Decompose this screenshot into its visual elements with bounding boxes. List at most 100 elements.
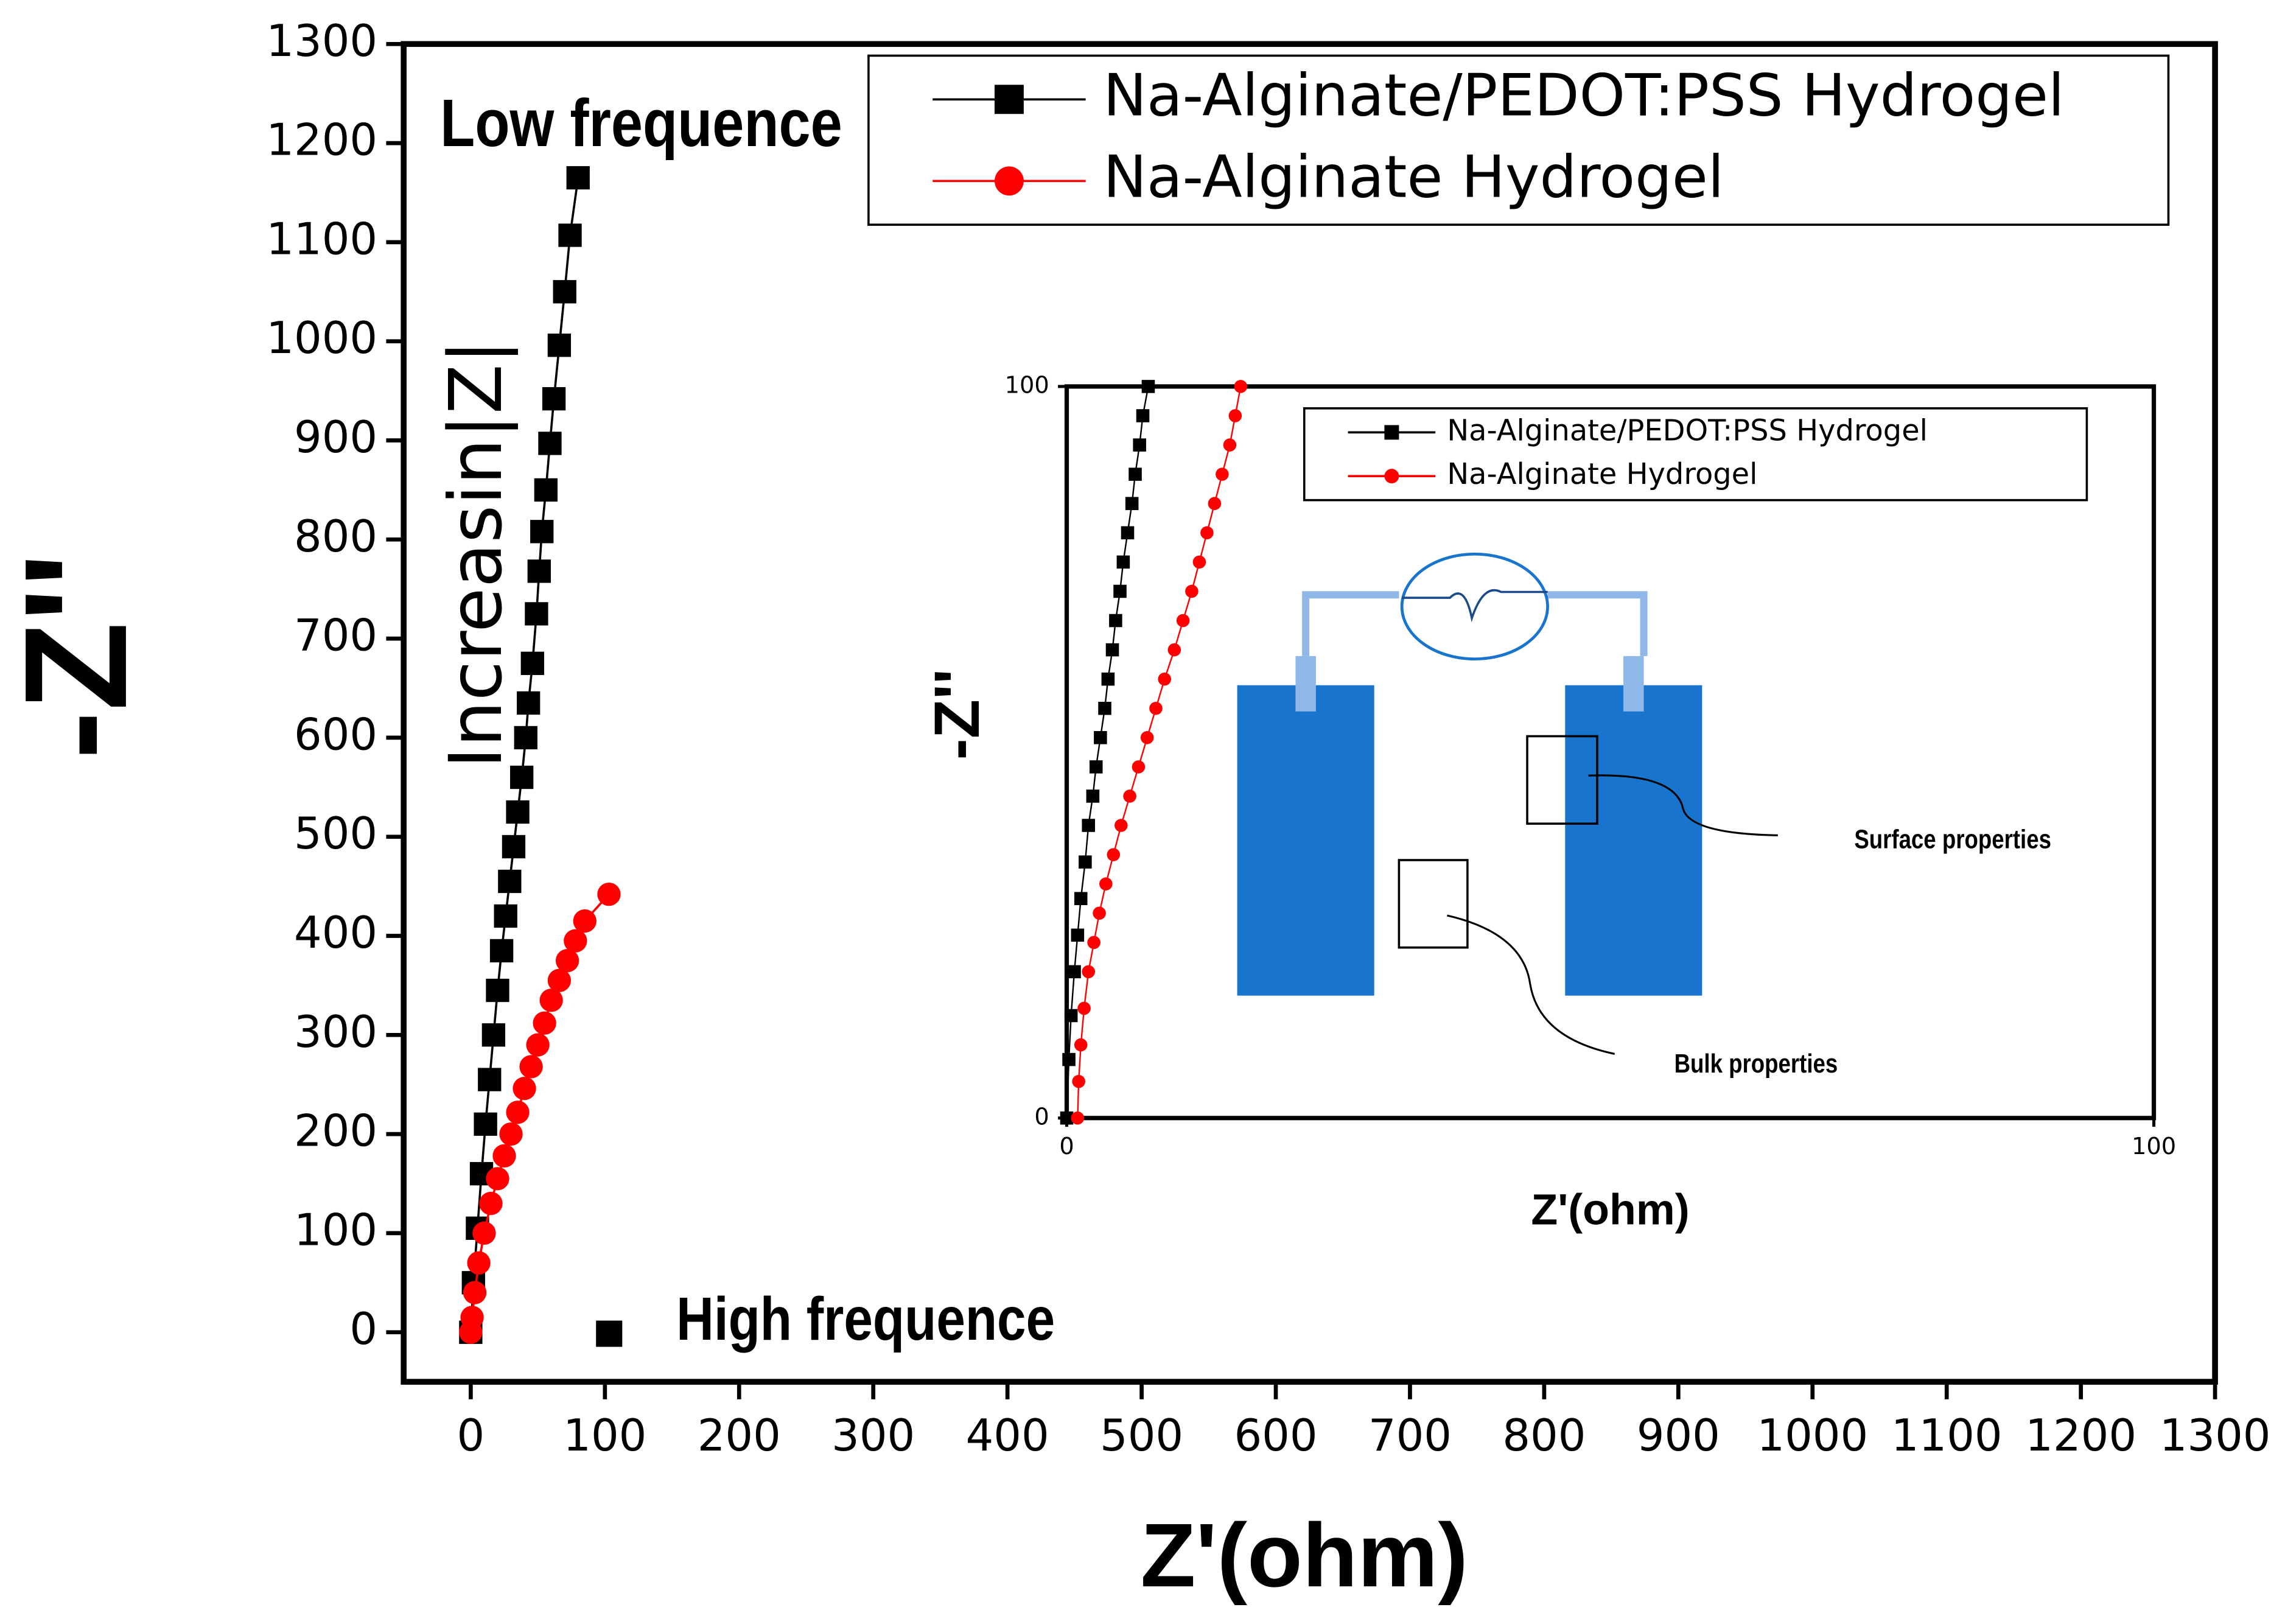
marker [492, 1144, 516, 1168]
marker [506, 800, 530, 824]
marker [527, 559, 551, 583]
plot-frame [401, 41, 2218, 1385]
marker [1074, 1038, 1088, 1052]
x-tick-label: 700 [1368, 1410, 1452, 1461]
y-axis-label: -Z'' [0, 553, 157, 760]
marker [547, 334, 572, 357]
marker [1062, 1052, 1076, 1066]
x-tick-label: 500 [1100, 1410, 1183, 1461]
y-tick-label: 300 [294, 1006, 377, 1057]
annotation: Bulk properties [1674, 1049, 1838, 1078]
marker [539, 989, 563, 1012]
marker [1107, 848, 1121, 861]
marker [542, 387, 566, 411]
marker [1125, 497, 1139, 510]
marker [566, 166, 590, 190]
marker [1099, 877, 1113, 891]
marker [1087, 936, 1101, 950]
marker [467, 1251, 491, 1275]
legend-label: Na-Alginate Hydrogel [1103, 143, 1724, 211]
marker [538, 432, 562, 455]
marker [1071, 928, 1085, 942]
x-tick-label: 100 [2132, 1133, 2176, 1160]
y-tick-label: 800 [294, 511, 377, 562]
marker [573, 909, 597, 933]
marker [1228, 409, 1242, 422]
marker [481, 1023, 506, 1047]
x-tick-label: 0 [457, 1410, 485, 1461]
marker [1072, 1074, 1085, 1088]
marker [558, 223, 582, 247]
marker [1077, 1001, 1091, 1015]
marker [1113, 584, 1127, 598]
marker [534, 478, 558, 502]
legend-box [1303, 407, 2088, 502]
marker [463, 1281, 487, 1304]
x-tick-label: 1200 [2025, 1410, 2136, 1461]
marker [530, 520, 554, 544]
x-axis-label: Z'(ohm) [1141, 1505, 1468, 1606]
y-tick-label: 1000 [266, 312, 377, 363]
marker [1086, 789, 1100, 803]
marker [1109, 614, 1122, 628]
marker [514, 726, 537, 750]
y-tick-label: 500 [294, 808, 377, 859]
marker [1141, 380, 1155, 393]
x-axis-label: Z'(ohm) [1531, 1185, 1689, 1234]
marker [553, 280, 576, 304]
marker [1071, 1111, 1085, 1125]
x-tick-label: 300 [831, 1410, 915, 1461]
x-tick-label: 200 [698, 1410, 781, 1461]
marker [1060, 1111, 1074, 1125]
marker [472, 1221, 496, 1245]
legend-marker [994, 85, 1024, 114]
x-tick-label: 400 [966, 1410, 1049, 1461]
legend-box [867, 54, 2170, 226]
marker [1098, 701, 1111, 715]
y-tick-label: 0 [349, 1303, 377, 1354]
marker [533, 1011, 556, 1035]
legend-label: Na-Alginate/PEDOT:PSS Hydrogel [1447, 414, 1928, 447]
marker [1089, 760, 1103, 774]
marker [1129, 467, 1142, 481]
annotation: High frequence [676, 1284, 1055, 1353]
marker [506, 1101, 530, 1124]
marker [1136, 409, 1150, 422]
marker [1208, 497, 1222, 510]
marker [1234, 380, 1248, 393]
x-tick-label: 900 [1637, 1410, 1720, 1461]
y-tick-label: 200 [294, 1105, 377, 1157]
marker [525, 602, 548, 626]
marker [1176, 614, 1190, 628]
marker [502, 835, 526, 859]
x-tick-label: 800 [1502, 1410, 1586, 1461]
y-tick-label: 400 [294, 907, 377, 958]
annotation: Surface properties [1854, 825, 2051, 854]
marker [1093, 906, 1106, 920]
marker [1115, 819, 1128, 832]
marker [489, 939, 514, 963]
marker [1223, 438, 1237, 452]
marker [1185, 584, 1198, 598]
marker [519, 1055, 543, 1079]
annotation: Increasin|Z| [434, 340, 519, 769]
marker [499, 1122, 523, 1146]
marker [1216, 467, 1229, 481]
marker [1105, 643, 1119, 657]
y-tick-label: 700 [294, 610, 377, 661]
x-tick-label: 1000 [1757, 1410, 1868, 1461]
marker [478, 1068, 502, 1091]
legend-label: Na-Alginate Hydrogel [1447, 458, 1757, 491]
marker [1192, 555, 1206, 569]
marker [520, 651, 544, 675]
marker [498, 869, 522, 894]
marker [526, 1033, 550, 1057]
marker [597, 882, 621, 906]
y-tick-label: 1300 [266, 15, 377, 66]
marker [1101, 672, 1115, 686]
marker [1158, 672, 1172, 686]
marker [1167, 643, 1181, 657]
marker [510, 765, 534, 789]
marker [555, 949, 579, 973]
